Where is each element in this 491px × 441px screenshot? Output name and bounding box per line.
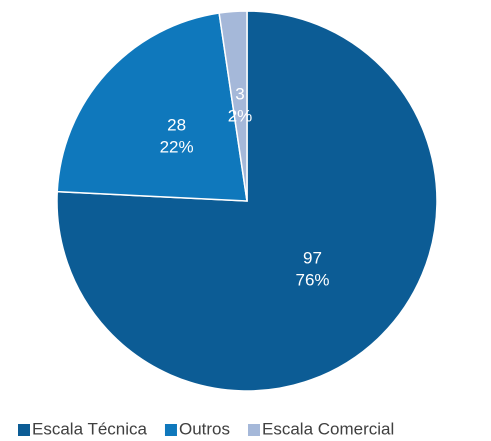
value-label: 97 [303,248,322,267]
legend-label: Outros [179,419,230,438]
pie-slice [218,10,248,202]
legend-swatch [248,424,260,436]
percent-label: 2% [228,107,253,126]
legend-swatch [164,424,177,436]
value-label: 3 [235,85,244,104]
legend-label: Escala Técnica [32,419,148,438]
value-label: 28 [167,116,186,135]
legend-swatch [18,424,30,436]
pie-slice [56,12,248,202]
percent-label: 22% [160,138,194,157]
legend-label: Escala Comercial [262,419,394,438]
percent-label: 76% [295,270,329,289]
